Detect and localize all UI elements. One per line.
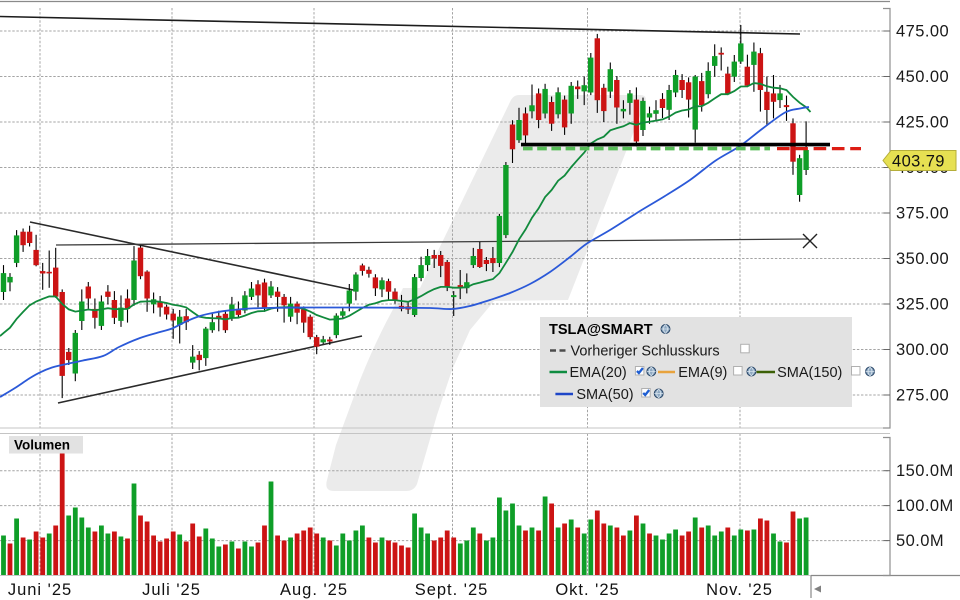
svg-text:Sept. '25: Sept. '25 (415, 581, 489, 599)
svg-text:EMA(20): EMA(20) (570, 365, 627, 381)
svg-text:Aug. '25: Aug. '25 (280, 581, 348, 599)
svg-text:50.0M: 50.0M (896, 532, 944, 550)
svg-text:403.79: 403.79 (892, 153, 945, 171)
svg-text:300.00: 300.00 (896, 341, 949, 359)
svg-text:475.00: 475.00 (896, 23, 949, 41)
svg-text:375.00: 375.00 (896, 205, 949, 223)
svg-text:SMA(50): SMA(50) (576, 387, 633, 403)
svg-text:350.00: 350.00 (896, 250, 949, 268)
svg-text:Nov. '25: Nov. '25 (706, 581, 773, 599)
svg-text:Vorheriger Schlusskurs: Vorheriger Schlusskurs (571, 344, 720, 360)
svg-text:450.00: 450.00 (896, 68, 949, 86)
svg-text:150.0M: 150.0M (896, 462, 954, 480)
svg-text:Juni '25: Juni '25 (8, 581, 72, 599)
svg-text:325.00: 325.00 (896, 296, 949, 314)
svg-text:Okt. '25: Okt. '25 (555, 581, 619, 599)
svg-text:275.00: 275.00 (896, 387, 949, 405)
svg-text:TSLA@SMART: TSLA@SMART (549, 322, 653, 338)
svg-text:Volumen: Volumen (14, 438, 70, 453)
svg-text:SMA(150): SMA(150) (777, 365, 842, 381)
svg-text:100.0M: 100.0M (896, 497, 954, 515)
svg-text:425.00: 425.00 (896, 114, 949, 132)
svg-text:EMA(9): EMA(9) (678, 365, 727, 381)
svg-text:Juli '25: Juli '25 (142, 581, 201, 599)
